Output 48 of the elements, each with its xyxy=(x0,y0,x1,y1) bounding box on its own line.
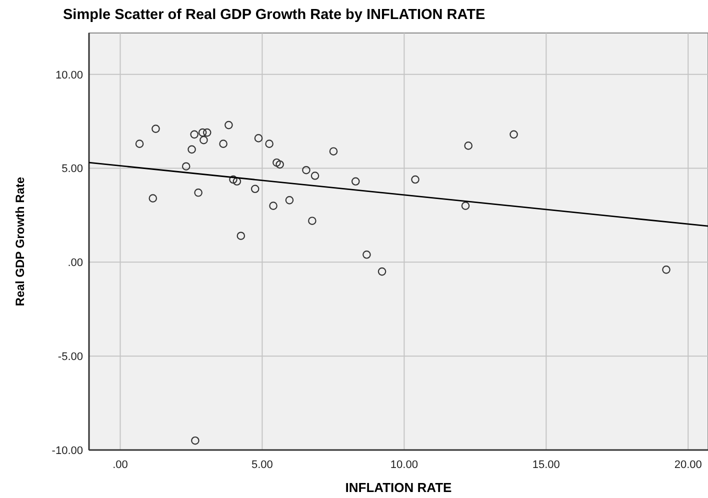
point xyxy=(362,250,371,259)
point xyxy=(250,184,260,194)
point xyxy=(191,436,200,445)
point xyxy=(152,124,160,133)
point xyxy=(224,120,233,130)
point xyxy=(308,216,316,225)
y-tick-label: 5.00 xyxy=(62,163,83,176)
point xyxy=(188,145,196,154)
point xyxy=(285,196,294,204)
point xyxy=(272,158,281,167)
point xyxy=(265,140,274,148)
point xyxy=(461,202,470,210)
point xyxy=(219,140,228,148)
x-tick-label: 15.00 xyxy=(532,459,560,471)
point xyxy=(302,166,310,174)
x-tick-label: 5.00 xyxy=(251,459,273,471)
point xyxy=(194,188,202,197)
x-tick-label: .00 xyxy=(112,459,128,471)
point xyxy=(351,177,360,186)
point xyxy=(135,140,144,148)
point xyxy=(190,130,198,139)
point xyxy=(276,160,284,169)
point xyxy=(411,175,420,184)
point xyxy=(229,175,238,184)
y-tick-label: 10.00 xyxy=(55,69,83,82)
point xyxy=(202,128,212,137)
point xyxy=(378,267,386,276)
point xyxy=(662,266,670,274)
point xyxy=(510,130,518,139)
point xyxy=(464,142,472,150)
point xyxy=(200,136,208,144)
chart-title: Simple Scatter of Real GDP Growth Rate by INFLATION RATE xyxy=(63,7,486,23)
point xyxy=(329,147,338,156)
point xyxy=(236,232,246,240)
point xyxy=(148,194,158,202)
y-tick-label: .00 xyxy=(68,257,83,270)
point xyxy=(198,128,207,137)
point xyxy=(269,202,278,210)
y-tick-label: -10.00 xyxy=(52,445,83,457)
x-tick-label: 20.00 xyxy=(674,459,702,471)
x-axis-title: INFLATION RATE xyxy=(345,480,452,495)
point xyxy=(310,172,320,180)
x-tick-label: 10.00 xyxy=(390,459,418,471)
point xyxy=(232,177,242,186)
point xyxy=(182,162,190,171)
y-axis-title: Real GDP Growth Rate xyxy=(13,176,27,306)
point xyxy=(254,134,263,142)
y-tick-label: -5.00 xyxy=(58,351,83,364)
